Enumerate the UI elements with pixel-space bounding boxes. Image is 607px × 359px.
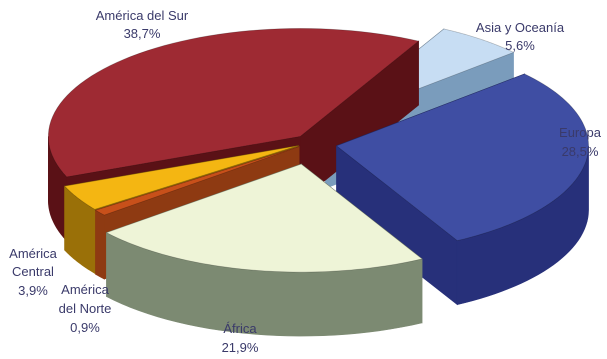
value-america-del-norte: 0,9%: [70, 320, 100, 335]
label-america-central-line1: América: [9, 246, 57, 261]
label-america-del-norte-line2: del Norte: [59, 301, 112, 316]
value-america-central: 3,9%: [18, 283, 48, 298]
pie-slice-top: [94, 146, 300, 216]
label-america-del-norte-line1: América: [61, 282, 109, 297]
value-asia-oceania: 5,6%: [505, 38, 535, 53]
pie-slice-africa: [105, 163, 423, 337]
pie-slice-europa: [335, 73, 589, 306]
pie-slice-top: [105, 163, 423, 273]
pie-slice-outer-wall: [95, 209, 105, 280]
label-america-central-line2: Central: [12, 264, 54, 279]
label-africa: África: [223, 321, 257, 336]
label-asia-oceania: Asia y Oceanía: [476, 20, 565, 35]
pie-slice-top: [63, 145, 299, 210]
pie-slice-top: [335, 73, 589, 242]
pie-slice-top: [47, 28, 420, 178]
value-africa: 21,9%: [222, 340, 259, 355]
value-europa: 28,5%: [562, 144, 599, 159]
value-america-del-sur: 38,7%: [124, 26, 161, 41]
label-europa: Europa: [559, 125, 602, 140]
label-america-del-sur: América del Sur: [96, 8, 189, 23]
pie-slice-outer-wall: [48, 136, 67, 242]
